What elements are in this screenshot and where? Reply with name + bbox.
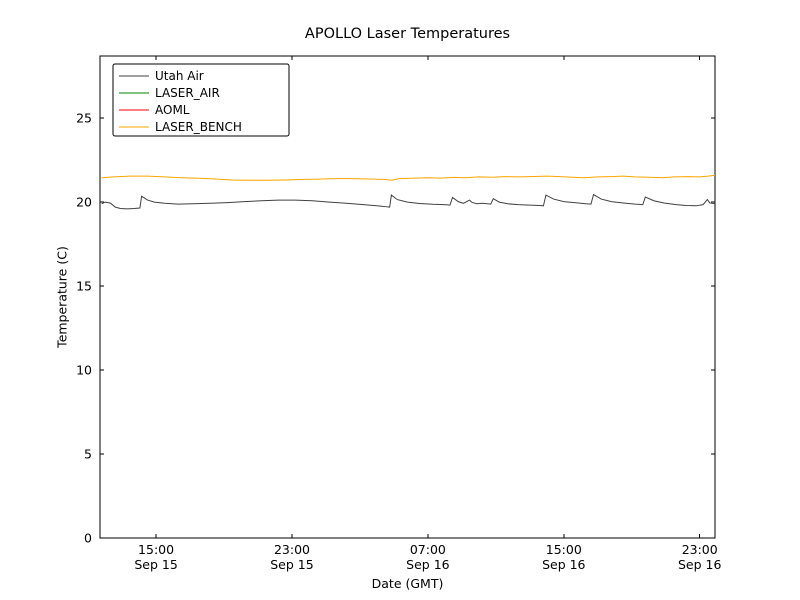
x-tick-label-date: Sep 15 <box>134 557 177 572</box>
x-tick-label-time: 23:00 <box>274 542 310 557</box>
x-tick-label-date: Sep 15 <box>270 557 313 572</box>
legend-label: AOML <box>155 103 190 117</box>
x-tick-label-time: 23:00 <box>682 542 718 557</box>
legend-item-utah-air: Utah Air <box>119 69 204 83</box>
legend-label: Utah Air <box>155 69 204 83</box>
y-tick-label: 20 <box>76 195 92 210</box>
legend-label: LASER_AIR <box>155 86 220 100</box>
y-tick-label: 5 <box>84 447 92 462</box>
legend-item-aoml: AOML <box>119 103 190 117</box>
y-tick-label: 10 <box>76 363 92 378</box>
y-tick-label: 15 <box>76 279 92 294</box>
y-axis-ticks: 0 5 10 15 20 25 <box>76 111 715 546</box>
y-tick-label: 25 <box>76 111 92 126</box>
series-laser-bench <box>101 174 716 181</box>
x-tick-label-date: Sep 16 <box>678 557 721 572</box>
y-tick-label: 0 <box>84 531 92 546</box>
x-axis-label: Date (GMT) <box>371 576 444 591</box>
x-tick-label-date: Sep 16 <box>406 557 449 572</box>
series-utah-air <box>101 193 716 210</box>
x-tick-label-date: Sep 16 <box>542 557 585 572</box>
chart-title: APOLLO Laser Temperatures <box>304 26 511 42</box>
legend-item-laser-air: LASER_AIR <box>119 86 220 100</box>
legend-label: LASER_BENCH <box>155 120 242 134</box>
legend-item-laser-bench: LASER_BENCH <box>119 120 242 134</box>
x-tick-label-time: 07:00 <box>410 542 446 557</box>
x-tick-label-time: 15:00 <box>138 542 174 557</box>
legend-box <box>112 63 290 137</box>
plot-frame <box>99 55 716 539</box>
legend: Utah Air LASER_AIR AOML LASER_BENCH <box>112 63 290 137</box>
x-tick-label-time: 15:00 <box>546 542 582 557</box>
